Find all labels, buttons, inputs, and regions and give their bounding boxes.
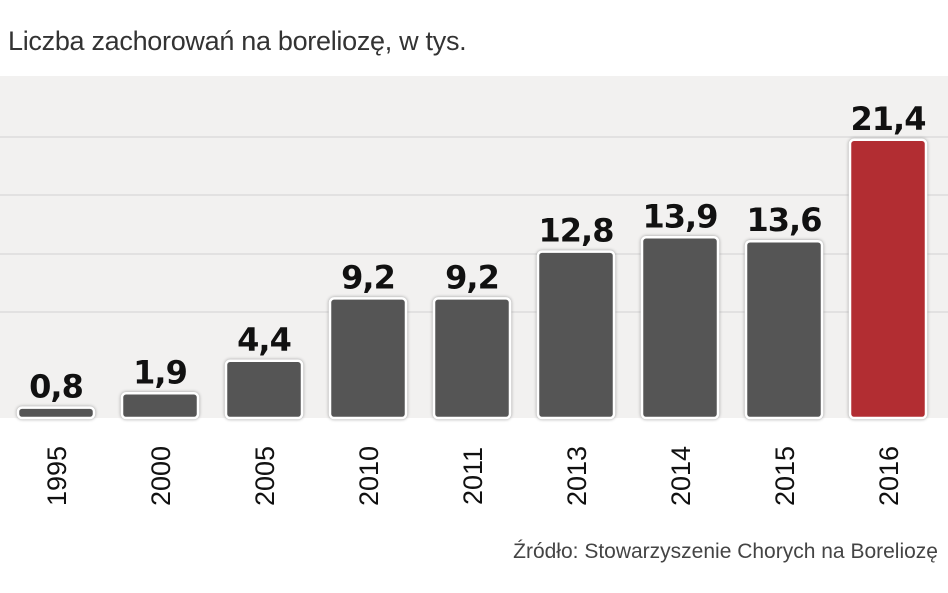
value-label-2014: 13,9 (643, 197, 718, 235)
value-label-2016: 21,4 (851, 100, 926, 138)
category-label-1995: 1995 (42, 446, 72, 506)
bar-1995 (16, 406, 96, 420)
source-note: Źródło: Stowarzyszenie Chorych na Boreli… (513, 540, 938, 563)
category-label-2016: 2016 (874, 446, 904, 506)
bar-2000 (120, 392, 200, 420)
category-label-2015: 2015 (770, 446, 800, 506)
bar-2014 (640, 236, 720, 420)
chart-title: Liczba zachorowań na boreliozę, w tys. (8, 26, 467, 56)
category-label-2010: 2010 (354, 446, 384, 506)
value-label-1995: 0,8 (29, 368, 83, 406)
value-label-2013: 12,8 (539, 212, 614, 250)
value-label-2015: 13,6 (747, 201, 822, 239)
category-label-2013: 2013 (562, 446, 592, 506)
bar-2010 (328, 297, 408, 420)
value-label-2011: 9,2 (445, 258, 499, 296)
bar-2005 (224, 359, 304, 420)
bar-2015 (744, 239, 824, 420)
value-label-2000: 1,9 (133, 353, 187, 391)
value-label-2010: 9,2 (341, 258, 395, 296)
bar-2016 (848, 138, 928, 420)
category-label-2011: 2011 (458, 447, 488, 505)
value-label-2005: 4,4 (237, 321, 291, 359)
category-label-2014: 2014 (666, 446, 696, 506)
bar-2011 (432, 297, 512, 420)
bar-2013 (536, 250, 616, 420)
category-label-2005: 2005 (250, 446, 280, 506)
category-label-2000: 2000 (146, 446, 176, 506)
